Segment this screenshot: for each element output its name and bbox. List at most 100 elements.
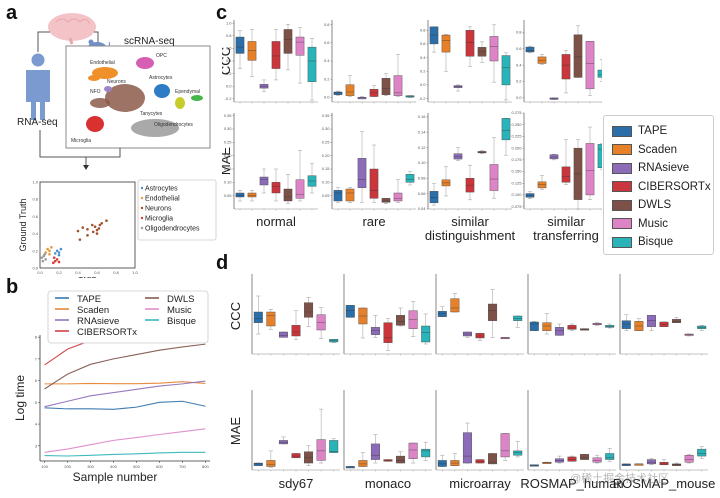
box-tape <box>437 311 447 317</box>
box-tape <box>529 464 539 467</box>
box-rnasieve <box>453 85 463 88</box>
box-dwls <box>304 451 314 464</box>
legend-item-dwls: DWLS <box>612 198 671 212</box>
y-tick-label: 0.20 <box>322 153 331 158</box>
y-tick-label: 0.30 <box>322 126 331 131</box>
box-tape <box>235 192 245 198</box>
boxplot-subpanel: 0.0 0.2 0.4 0.6 0.8 <box>516 20 602 104</box>
legend-label: CIBERSORTx <box>77 327 137 338</box>
y-tick-label: 0.0 <box>516 95 522 100</box>
category-label: similar <box>547 214 585 229</box>
box-scaden <box>542 461 552 464</box>
y-tick-label: 3 <box>35 443 38 448</box>
legend-label: Bisque <box>638 236 674 248</box>
boxplot-subpanel: 0.05 0.10 0.15 0.20 0.25 0.30 0.35 <box>322 113 416 211</box>
box-bisque <box>513 315 523 321</box>
legend-swatch <box>612 162 632 174</box>
y-tick-label: 0.4 <box>516 62 522 67</box>
brain-icon <box>48 13 96 45</box>
category-label: microarray <box>449 476 511 491</box>
human-icon <box>26 53 50 120</box>
box-cibersortx <box>567 325 577 330</box>
y-tick-label: 0.05 <box>224 193 233 198</box>
box-bisque <box>605 325 615 328</box>
y-tick-label: 8 <box>35 335 38 340</box>
legend-label: Astrocytes <box>145 186 178 193</box>
legend-label: DWLS <box>167 294 194 305</box>
legend-item-bisque: Bisque <box>612 235 673 249</box>
box-music <box>393 192 403 202</box>
y-tick-label: 0.250 <box>511 122 522 127</box>
arrow-down-icon <box>83 165 89 170</box>
panel-a-scatter: 0.0 0.2 0.4 0.6 0.8 1.0 0.0 0.2 0.4 0.6 0.8 1.0 TAPE… <box>18 180 217 278</box>
x-tick-label: 0.2 <box>56 270 62 275</box>
box-music <box>408 442 418 459</box>
legend-swatch <box>612 125 632 137</box>
line-scaden <box>44 381 206 385</box>
box-scaden <box>542 322 552 331</box>
y-tick-label: 0.16 <box>418 114 427 119</box>
y-tick-label: 0.8 <box>32 197 38 202</box>
box-rnasieve <box>646 459 656 465</box>
box-tape <box>525 46 535 53</box>
x-tick-label: 100 <box>41 464 48 469</box>
box-tape <box>235 36 245 54</box>
box-bisque <box>597 69 602 78</box>
panel-a-schematic: scRNA-seq OPC Endothelial Neurons NFO As… <box>17 13 211 170</box>
x-tick-label: 200 <box>64 464 71 469</box>
x-tick-label: 500 <box>133 464 140 469</box>
scrna-title: scRNA-seq <box>124 36 175 47</box>
boxplot-subpanel <box>619 274 708 356</box>
category-label: distinguishment <box>425 228 516 243</box>
y-tick-label: 0.0 <box>420 82 426 87</box>
scatter-point <box>55 258 59 261</box>
box-scaden <box>247 41 257 61</box>
category-label: monaco <box>365 476 411 491</box>
boxplot-subpanel <box>527 274 616 356</box>
boxplot-subpanel: -0.2 0.0 0.2 0.4 0.6 0.8 1.0 <box>225 20 318 104</box>
legend-swatch <box>612 236 632 248</box>
box-tape <box>437 460 447 467</box>
y-tick-label: 0.4 <box>226 58 232 63</box>
y-tick-label: -0.2 <box>419 96 427 101</box>
y-tick-label: 0.15 <box>224 166 233 171</box>
legend-marker <box>140 186 144 190</box>
box-scaden <box>345 188 355 202</box>
scatter-point <box>40 256 44 259</box>
y-tick-label: 0.175 <box>511 157 522 162</box>
legend-swatch <box>612 199 632 211</box>
y-tick-label: 0.8 <box>324 22 330 27</box>
box-music <box>295 179 305 199</box>
y-tick-label: 0.05 <box>322 193 331 198</box>
boxplot-subpanel <box>251 390 340 472</box>
x-tick-label: 0.8 <box>113 270 119 275</box>
boxplot-subpanel <box>251 274 340 356</box>
y-tick-label: 0.35 <box>322 113 331 118</box>
boxplot-subpanel: 0.0 0.2 0.4 0.6 0.8 <box>324 20 416 104</box>
scatter-point <box>52 261 55 265</box>
box-dwls <box>477 47 487 57</box>
y-tick-label: 5 <box>35 400 38 405</box>
category-label: ROSMAP_mouse <box>613 476 716 491</box>
boxplot-subpanel <box>619 390 708 472</box>
panel-d-boxplots: CCC MAE sdy67 monaco microarray ROSMAP_humanR… <box>228 274 716 491</box>
box-bisque <box>421 325 431 343</box>
cluster-label-nfo: NFO <box>90 89 101 95</box>
box-cibersortx <box>383 322 393 343</box>
y-tick-label: 0.2 <box>226 71 232 76</box>
box-bisque <box>329 440 339 453</box>
box-bisque <box>421 448 431 458</box>
box-cibersortx <box>271 41 281 69</box>
legend-label: DWLS <box>638 199 672 211</box>
box-dwls <box>304 302 314 318</box>
box-dwls <box>283 188 293 202</box>
scatter-point <box>93 225 97 229</box>
legend-label: Scaden <box>77 305 109 316</box>
box-tape <box>345 305 355 318</box>
boxplot-subpanel <box>435 274 524 356</box>
legend-label: Bisque <box>167 316 196 327</box>
box-rnasieve <box>370 443 380 460</box>
y-tick-label: 0.225 <box>511 134 522 139</box>
y-tick-label: 0.25 <box>224 140 233 145</box>
y-tick-label: 0.4 <box>420 55 426 60</box>
